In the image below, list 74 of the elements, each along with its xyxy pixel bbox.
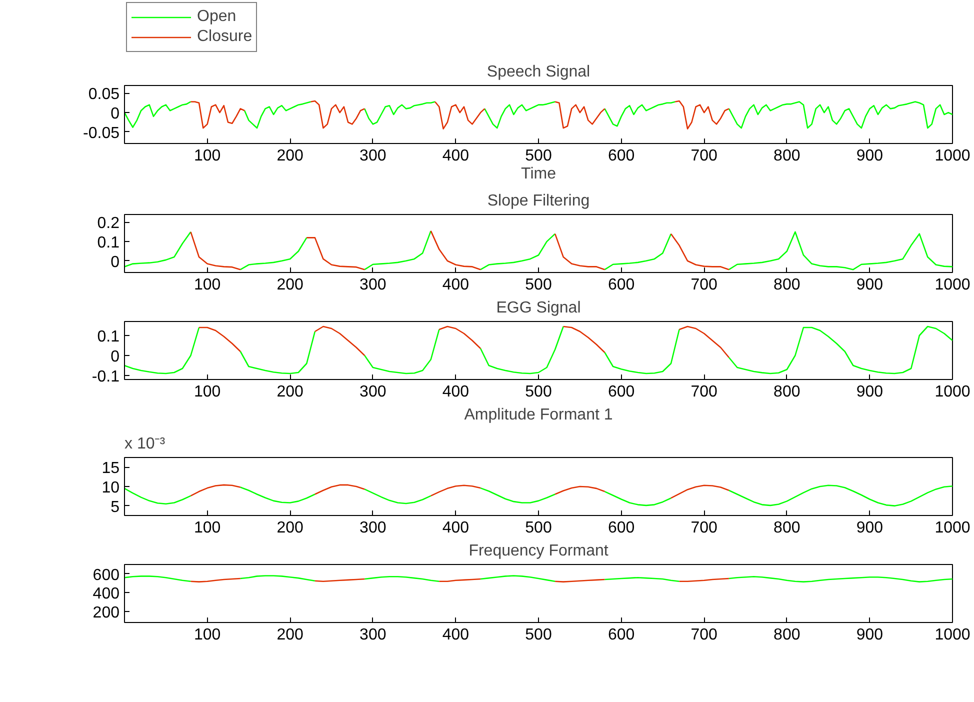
y-tick-label: 0 <box>110 106 120 123</box>
x-tick-label: 400 <box>442 520 470 536</box>
x-tick-label: 400 <box>442 148 470 164</box>
x-tick-label: 700 <box>690 384 718 400</box>
x-tick-label: 400 <box>442 276 470 294</box>
x-tick-label: 800 <box>774 626 800 644</box>
x-tick-label: 700 <box>690 626 718 644</box>
x-tick-label: 200 <box>276 626 304 644</box>
x-tick-label: 400 <box>442 626 470 644</box>
x-tick-label: 300 <box>360 520 386 536</box>
x-tick-label: 500 <box>525 276 552 294</box>
x-tick-label: 600 <box>608 384 635 400</box>
x-tick-label: 800 <box>774 520 800 536</box>
y-tick-label: 200 <box>92 604 120 622</box>
x-axis-title: Time <box>521 166 556 182</box>
y-tick-label: -0.05 <box>83 124 120 142</box>
x-tick-label: 200 <box>276 276 304 294</box>
y-tick-label: 400 <box>92 586 120 603</box>
y-tick-label: 0.1 <box>97 234 120 252</box>
x-tick-label: 800 <box>774 148 800 164</box>
chart-title: Slope Filtering <box>487 192 590 210</box>
chart-title: Speech Signal <box>486 64 590 80</box>
y-tick-label: 5 <box>110 498 120 516</box>
x-tick-label: 100 <box>194 276 221 294</box>
x-tick-label: 500 <box>525 148 552 164</box>
x-tick-label: 1000 <box>934 148 970 164</box>
chart-title: Amplitude Formant 1 <box>464 406 613 424</box>
x-tick-label: 1000 <box>934 626 970 644</box>
y-tick-label: 10 <box>102 480 120 496</box>
x-tick-label: 600 <box>608 276 635 294</box>
x-tick-label: 600 <box>608 626 635 644</box>
y-tick-label: 15 <box>102 460 120 478</box>
x-tick-label: 100 <box>194 148 221 164</box>
x-tick-label: 500 <box>525 520 552 536</box>
x-tick-label: 300 <box>360 626 386 644</box>
x-tick-label: 400 <box>442 384 470 400</box>
chart-title: EGG Signal <box>496 300 581 316</box>
y-tick-label: 0 <box>110 254 120 271</box>
text: x 10⁻³ <box>124 436 166 452</box>
y-tick-label: 0 <box>110 348 120 366</box>
legend-label: Open <box>197 8 236 26</box>
x-tick-label: 900 <box>856 384 884 400</box>
x-tick-label: 500 <box>525 384 552 400</box>
y-tick-label: 0.2 <box>97 215 120 232</box>
x-tick-label: 700 <box>690 276 718 294</box>
x-tick-label: 700 <box>690 520 718 536</box>
x-tick-label: 200 <box>276 520 304 536</box>
x-tick-label: 300 <box>360 384 386 400</box>
x-tick-label: 900 <box>856 626 884 644</box>
x-tick-label: 900 <box>856 520 884 536</box>
y-tick-label: -0.1 <box>92 368 120 386</box>
x-tick-label: 900 <box>856 148 884 164</box>
y-tick-label: 600 <box>92 566 120 584</box>
x-tick-label: 1000 <box>934 384 970 400</box>
x-tick-label: 100 <box>194 384 221 400</box>
y-tick-label: 0.1 <box>97 328 120 346</box>
x-tick-label: 1000 <box>934 276 970 294</box>
x-tick-label: 200 <box>276 148 304 164</box>
x-tick-label: 800 <box>774 276 800 294</box>
x-tick-label: 900 <box>856 276 884 294</box>
x-tick-label: 100 <box>194 520 221 536</box>
x-tick-label: 600 <box>608 520 635 536</box>
x-tick-label: 300 <box>360 148 386 164</box>
legend-label: Closure <box>197 28 252 46</box>
x-tick-label: 600 <box>608 148 635 164</box>
x-tick-label: 500 <box>525 626 552 644</box>
x-tick-label: 200 <box>276 384 304 400</box>
x-tick-label: 800 <box>774 384 800 400</box>
y-tick-label: 0.05 <box>88 86 120 104</box>
x-tick-label: 300 <box>360 276 386 294</box>
x-tick-label: 1000 <box>934 520 970 536</box>
x-tick-label: 700 <box>690 148 718 164</box>
x-tick-label: 100 <box>194 626 221 644</box>
chart-title: Frequency Formant <box>468 542 609 560</box>
